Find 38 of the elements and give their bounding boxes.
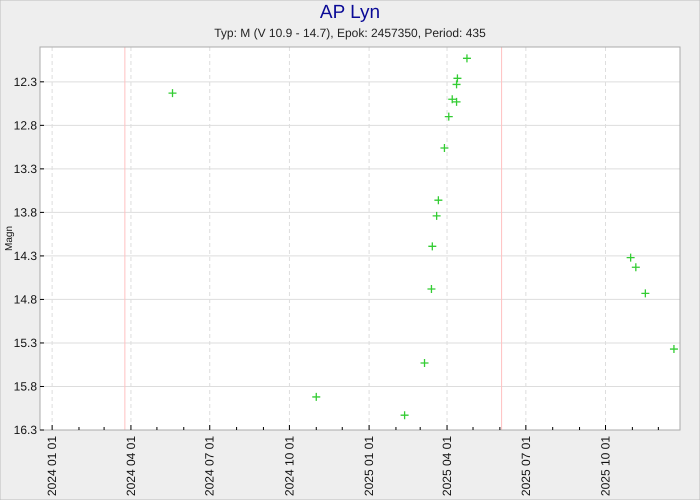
x-tick-label: 2024 04 01 xyxy=(124,436,138,496)
point xyxy=(312,392,321,402)
x-tick-label: 2025 07 01 xyxy=(518,436,533,496)
point xyxy=(640,288,650,298)
point xyxy=(428,242,437,251)
point xyxy=(168,88,178,98)
point xyxy=(452,97,462,106)
chart-subtitle: Typ: M (V 10.9 - 14.7), Epok: 2457350, Period: 435 xyxy=(214,26,486,40)
y-tick-label: 14.3 xyxy=(14,248,38,263)
x-tick-label: 2025 01 01 xyxy=(362,436,376,496)
point xyxy=(626,253,636,262)
y-axis-title: Magn xyxy=(4,226,15,252)
point xyxy=(420,358,430,368)
x-tick-label: 2024 10 01 xyxy=(282,436,296,496)
point xyxy=(440,143,450,153)
point xyxy=(462,54,472,63)
y-tick-label: 12.8 xyxy=(14,118,38,132)
y-tick-label: 15.3 xyxy=(14,336,38,350)
chart-title: AP Lyn xyxy=(320,2,380,23)
point xyxy=(426,284,436,294)
y-tick-label: 14.8 xyxy=(14,292,38,306)
point xyxy=(444,112,454,122)
x-tick-label: 2024 07 01 xyxy=(202,436,217,496)
y-tick-label: 15.8 xyxy=(14,379,38,394)
x-tick-label: 2025 10 01 xyxy=(598,436,613,496)
point xyxy=(669,344,679,354)
point xyxy=(631,262,640,272)
point xyxy=(400,410,410,420)
x-tick-label: 2024 01 01 xyxy=(45,436,60,496)
y-tick-label: 13.8 xyxy=(14,205,38,220)
y-tick-label: 12.3 xyxy=(14,74,38,89)
point xyxy=(452,80,462,90)
y-tick-label: 16.3 xyxy=(14,423,38,437)
x-tick-label: 2025 04 01 xyxy=(440,436,454,496)
point xyxy=(452,74,462,83)
y-tick-label: 13.3 xyxy=(14,162,38,176)
point xyxy=(432,211,442,221)
point xyxy=(434,196,444,205)
